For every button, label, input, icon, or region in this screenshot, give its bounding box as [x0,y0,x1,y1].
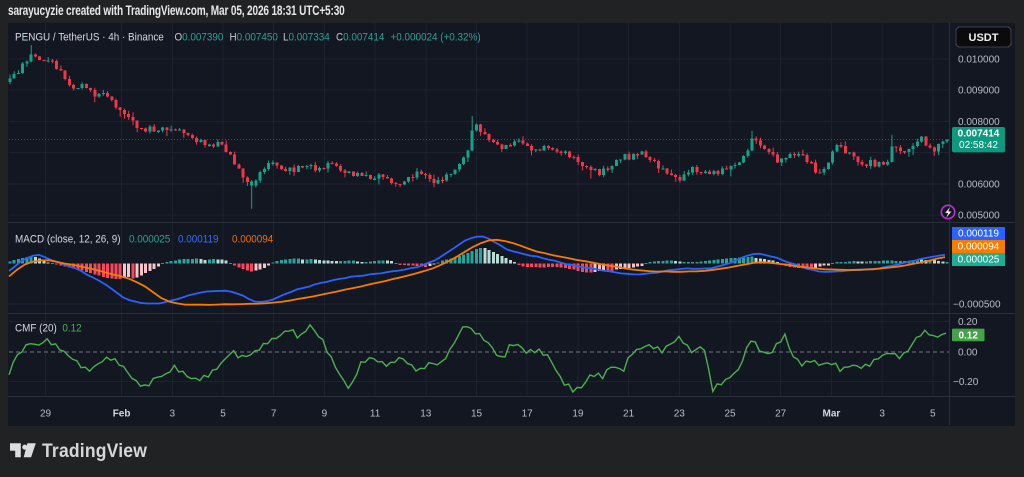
svg-text:21: 21 [623,409,635,420]
svg-text:0.20: 0.20 [958,317,978,328]
svg-text:USDT: USDT [969,32,999,44]
svg-text:−0.20: −0.20 [953,377,979,388]
svg-text:C0.007414: C0.007414 [336,32,385,44]
svg-text:02:58:42: 02:58:42 [959,140,998,151]
svg-text:19: 19 [572,409,584,420]
svg-text:Feb: Feb [113,409,131,420]
svg-text:0.009000: 0.009000 [958,86,1000,97]
svg-text:3: 3 [170,409,176,420]
svg-text:3: 3 [879,409,885,420]
svg-text:0.005000: 0.005000 [958,210,1000,221]
svg-text:MACD (close, 12, 26, 9): MACD (close, 12, 26, 9) [15,234,121,246]
svg-text:0.00: 0.00 [958,347,978,358]
svg-text:Mar: Mar [823,409,841,420]
svg-text:−0.000500: −0.000500 [953,300,1001,311]
svg-text:5: 5 [220,409,226,420]
svg-text:O0.007390: O0.007390 [174,32,223,44]
svg-text:25: 25 [724,409,736,420]
svg-text:0.000119: 0.000119 [178,234,219,246]
svg-text:11: 11 [370,409,381,420]
svg-text:5: 5 [930,409,936,420]
svg-text:0.12: 0.12 [62,323,81,335]
svg-text:H0.007450: H0.007450 [229,32,278,44]
svg-text:PENGU / TetherUS · 4h · Binanc: PENGU / TetherUS · 4h · Binance [15,32,164,44]
svg-text:CMF (20): CMF (20) [15,323,57,335]
svg-text:0.12: 0.12 [958,331,978,342]
svg-text:15: 15 [471,409,483,420]
svg-text:L0.007334: L0.007334 [283,32,330,44]
svg-text:23: 23 [674,409,686,420]
svg-text:29: 29 [40,409,52,420]
svg-text:0.000094: 0.000094 [232,234,273,246]
svg-text:+0.000024 (+0.32%): +0.000024 (+0.32%) [390,32,480,44]
svg-text:13: 13 [420,409,432,420]
svg-text:0.000119: 0.000119 [958,229,999,240]
svg-text:7: 7 [271,409,277,420]
svg-text:27: 27 [775,409,787,420]
svg-text:0.007414: 0.007414 [958,129,1000,140]
svg-text:0.000025: 0.000025 [958,255,1000,266]
svg-text:0.000025: 0.000025 [129,234,170,246]
svg-text:17: 17 [522,409,534,420]
svg-text:0.008000: 0.008000 [958,117,1000,128]
svg-text:0.000094: 0.000094 [958,242,1000,253]
svg-text:0.010000: 0.010000 [958,55,1000,66]
svg-text:0.006000: 0.006000 [958,180,1000,191]
svg-text:9: 9 [322,409,328,420]
